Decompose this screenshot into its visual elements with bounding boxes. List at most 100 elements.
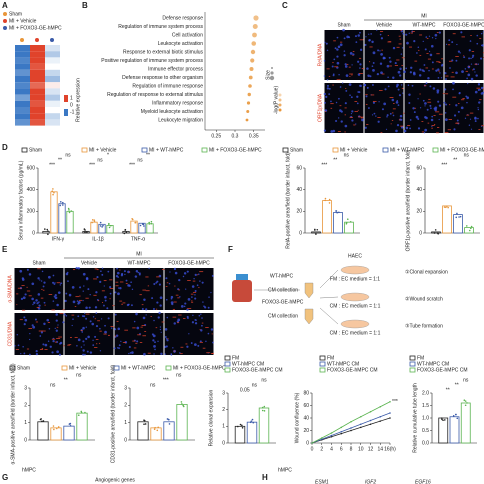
nucleus [77,315,80,318]
nucleus [95,312,98,314]
nucleus [406,41,409,45]
nucleus [23,352,26,355]
y-tick-label: 1.0 [422,415,429,421]
nucleus [116,346,119,349]
nucleus [359,67,361,69]
nucleus [137,271,140,274]
point [340,432,343,435]
nucleus [194,343,197,347]
column-label: Sham [337,22,350,28]
nucleus [22,296,26,300]
dot [247,92,251,97]
nucleus [392,114,395,117]
nucleus [444,72,447,75]
point [464,404,467,407]
nucleus [183,305,186,308]
x-tick-label: 12 [368,446,374,452]
nucleus [422,99,425,102]
point [47,230,49,232]
nucleus [426,108,429,111]
stain [431,68,434,70]
stain [178,314,182,316]
legend-label: WT-hMPC CM [327,361,359,367]
point [443,206,446,208]
point [42,420,45,422]
stain [165,286,168,287]
nucleus [138,272,141,275]
nucleus [358,91,361,94]
point [456,417,459,420]
nucleus [366,86,369,89]
nucleus [351,110,354,113]
nucleus [82,326,85,330]
nucleus [387,85,390,88]
colorbar-tick: 0 [70,102,73,108]
nucleus [42,285,45,288]
stain [47,322,51,323]
heat-cell [45,76,60,83]
stain [28,295,32,297]
nucleus [397,104,400,106]
nucleus [425,116,428,120]
stain [421,131,425,133]
stain [401,64,403,66]
panel-label: G [2,473,8,482]
axis-label: α-SMA-positive area/field (border infarc… [10,363,16,464]
stain [166,282,169,284]
term-label: Defense response [162,15,203,21]
dot [251,41,257,46]
dot [249,67,254,71]
stain [344,114,346,116]
nucleus [81,315,84,317]
nucleus [468,49,471,52]
axis-label: ORF1p-positive area/field (border infarc… [405,149,411,251]
stain [462,98,465,99]
heat-cell [30,69,45,76]
stain [17,287,22,289]
nucleus [470,77,474,81]
significance: ns [252,382,258,388]
stain [379,90,383,91]
point [143,419,145,421]
nucleus [33,301,36,305]
nucleus [437,68,440,71]
stain [442,93,445,94]
significance: ** [455,382,459,388]
nucleus [20,297,24,300]
nucleus [336,48,339,51]
point [148,223,151,225]
nucleus [143,298,146,302]
heat-cell [30,119,45,126]
stain [326,68,330,70]
bar [246,421,258,444]
axis-label: Relative cumulative tube length [412,383,418,453]
point [369,419,372,422]
bar [163,421,175,441]
nucleus [182,275,185,278]
point [350,427,352,429]
nucleus [355,123,357,125]
significance: ns [463,377,469,383]
y-tick-label: 0.5 [422,428,429,434]
nucleus [431,37,434,39]
nucleus [44,343,48,347]
nucleus [468,67,470,69]
y-tick-label: 20 [416,209,422,215]
nucleus [135,312,138,316]
nucleus [56,303,59,307]
nucleus [477,63,480,65]
point [349,220,352,223]
nucleus [470,128,473,130]
stain [16,293,19,295]
nucleus [455,59,458,62]
arrow [319,307,339,325]
nucleus [170,295,174,299]
nucleus [94,306,98,309]
nucleus [392,46,396,50]
point [61,204,64,206]
y-tick-label: 600 [27,165,36,171]
stain [142,335,146,337]
nucleus [477,108,480,111]
nucleus [142,316,146,320]
stain [330,103,334,105]
